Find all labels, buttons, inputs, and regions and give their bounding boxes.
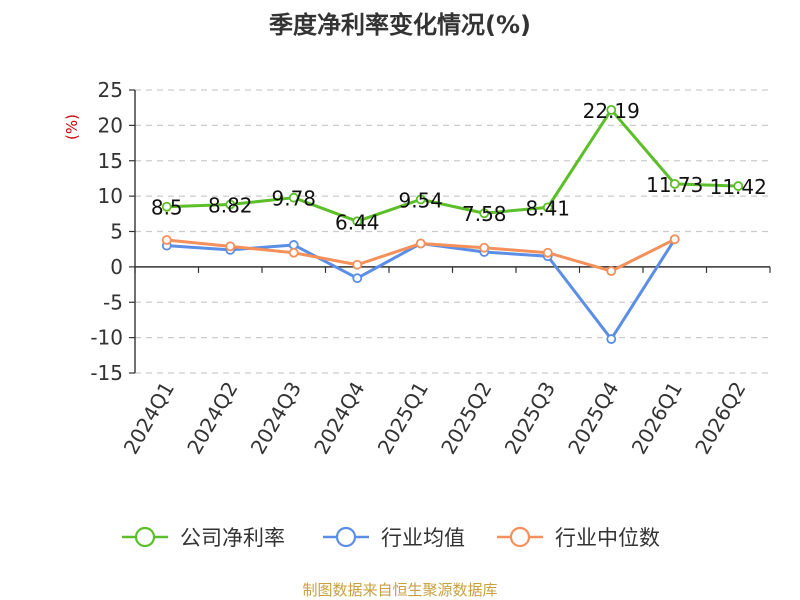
data-point — [288, 240, 299, 250]
data-point — [479, 242, 490, 253]
x-tick-label: 2025Q2 — [436, 378, 496, 459]
x-tick-label: 2025Q4 — [563, 378, 623, 459]
legend-marker — [335, 526, 357, 548]
series-lines — [161, 104, 744, 344]
data-label: 6.44 — [335, 210, 380, 234]
y-tick-label: 0 — [110, 255, 123, 279]
data-label: 8.41 — [525, 196, 570, 220]
legend-label: 公司净利率 — [180, 526, 285, 550]
x-tick-label: 2025Q1 — [373, 378, 433, 459]
data-point — [733, 181, 744, 191]
data-point — [225, 199, 236, 210]
data-label: 7.58 — [462, 202, 507, 226]
data-labels: 8.5 8.82 9.78 6.44 9.54 7.58 8.41 22.19 11.73 11.… — [151, 99, 767, 234]
data-point — [479, 208, 490, 219]
data-point — [352, 273, 363, 284]
x-tick-label: 2026Q1 — [627, 378, 687, 459]
data-label: 11.42 — [710, 175, 767, 199]
data-label: 8.82 — [208, 193, 253, 217]
data-point — [669, 234, 680, 245]
data-point — [669, 178, 680, 189]
series-line-1 — [166, 238, 677, 341]
y-tick-label: 25 — [98, 78, 123, 102]
data-point — [161, 201, 172, 212]
grid-lines — [135, 89, 770, 374]
data-point — [225, 241, 236, 252]
data-point — [161, 235, 172, 245]
y-tick-label: -15 — [90, 361, 123, 385]
data-point — [606, 334, 617, 344]
legend-label: 行业中位数 — [555, 526, 660, 550]
data-point — [352, 216, 363, 227]
y-axis-ticks: 25 20 15 10 5 0 -5 -10 -15 — [90, 78, 135, 385]
legend-marker — [509, 526, 531, 548]
data-label: 8.5 — [151, 196, 183, 220]
y-tick-label: 5 — [110, 220, 123, 244]
axes — [134, 90, 771, 373]
x-tick-label: 2024Q4 — [309, 378, 369, 459]
data-point — [415, 194, 426, 205]
data-point — [352, 259, 363, 270]
y-tick-label: 10 — [98, 184, 123, 208]
x-tick-label: 2024Q2 — [182, 378, 242, 459]
data-label: 11.73 — [646, 173, 703, 197]
data-point — [542, 247, 553, 258]
chart-title: 季度净利率变化情况(%) — [269, 11, 531, 39]
x-tick-label: 2024Q1 — [119, 378, 179, 459]
data-point — [415, 238, 426, 249]
data-point — [288, 192, 299, 203]
data-label: 9.78 — [271, 187, 316, 211]
data-point — [606, 104, 617, 115]
source-note: 制图数据来自恒生聚源数据库 — [302, 581, 497, 599]
y-axis-label: (%) — [63, 114, 81, 140]
y-tick-label: -5 — [103, 290, 123, 314]
data-point — [288, 247, 299, 258]
legend-marker — [134, 526, 156, 548]
y-tick-label: -10 — [90, 326, 123, 350]
x-tick-label: 2025Q3 — [500, 378, 560, 459]
y-tick-label: 20 — [98, 113, 123, 137]
data-point — [542, 202, 553, 213]
x-tick-label: 2024Q3 — [246, 378, 306, 459]
legend: 公司净利率 行业均值 行业中位数 — [122, 526, 660, 550]
data-label: 9.54 — [398, 188, 443, 212]
data-label: 22.19 — [583, 99, 640, 123]
legend-label: 行业均值 — [381, 526, 465, 550]
series-line-0 — [166, 108, 739, 223]
x-axis-ticks: 2024Q1 2024Q2 2024Q3 2024Q4 2025Q1 2025Q2 2025… — [119, 378, 751, 459]
data-point — [606, 266, 617, 277]
x-tick-label: 2026Q2 — [690, 378, 750, 459]
y-tick-label: 15 — [98, 149, 123, 173]
